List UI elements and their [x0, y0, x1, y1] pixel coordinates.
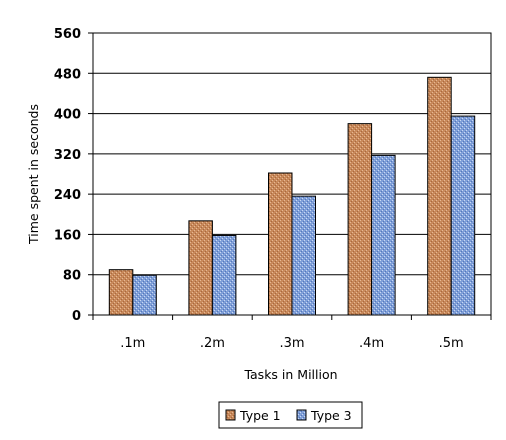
y-tick-label: 560	[54, 27, 81, 42]
legend-box	[218, 401, 363, 429]
legend-label-type-1: Type 1	[239, 408, 281, 423]
bar-type-1-2	[268, 172, 293, 316]
bar-type-1-1	[188, 220, 213, 316]
x-tick-label: .5m	[439, 336, 464, 351]
legend: Type 1 Type 3	[218, 401, 363, 429]
bar-type-3-2	[291, 195, 316, 316]
legend-swatch-type-1	[225, 409, 236, 421]
y-tick-label: 400	[54, 108, 81, 123]
legend-label-type-3: Type 3	[310, 408, 352, 423]
x-tick-label: .1m	[120, 336, 145, 351]
y-tick-label: 80	[63, 269, 81, 284]
y-tick-label: 320	[54, 148, 81, 163]
y-axis-title: Time spent in seconds	[26, 104, 41, 245]
y-tick-label: 480	[54, 67, 81, 82]
x-axis: .1m .2m .3m .4m .5m	[92, 315, 492, 351]
bars	[108, 76, 476, 316]
bar-type-1-4	[427, 76, 452, 316]
x-tick-label: .2m	[200, 336, 225, 351]
bar-type-3-3	[371, 154, 396, 316]
bar-type-1-0	[108, 269, 134, 316]
bar-type-3-1	[211, 234, 237, 316]
y-axis: 0 80 160 240 320 400 480 560	[54, 27, 93, 324]
bar-type-3-4	[450, 115, 476, 316]
x-axis-title: Tasks in Million	[243, 367, 337, 382]
y-tick-label: 240	[54, 188, 81, 203]
y-tick-label: 160	[54, 228, 81, 243]
bar-type-1-3	[347, 123, 373, 316]
legend-swatch-type-3	[296, 409, 307, 421]
bar-type-3-0	[132, 274, 157, 316]
x-tick-label: .3m	[279, 336, 304, 351]
y-tick-label: 0	[72, 309, 81, 324]
x-tick-label: .4m	[359, 336, 384, 351]
